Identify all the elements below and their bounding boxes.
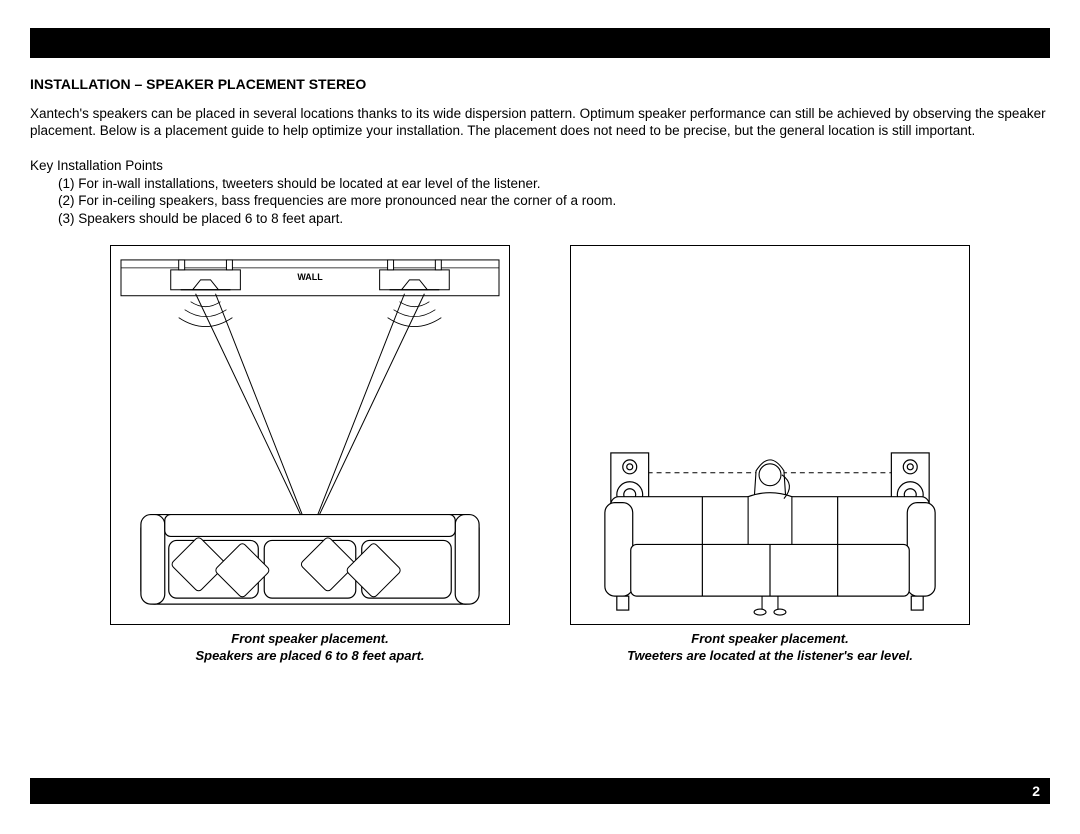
key-point-3: (3) Speakers should be placed 6 to 8 fee…	[58, 210, 1050, 228]
figure-1-caption: Front speaker placement. Speakers are pl…	[195, 631, 424, 665]
key-point-2: (2) For in-ceiling speakers, bass freque…	[58, 192, 1050, 210]
figure-2-svg	[570, 245, 970, 625]
figure-1-svg: WALL	[110, 245, 510, 625]
key-point-1: (1) For in-wall installations, tweeters …	[58, 175, 1050, 193]
page-number: 2	[1032, 783, 1040, 799]
key-points-heading: Key Installation Points	[30, 158, 1050, 173]
intro-paragraph: Xantech's speakers can be placed in seve…	[30, 106, 1050, 140]
top-bar	[30, 28, 1050, 58]
wall-label: WALL	[297, 272, 323, 282]
figures-row: WALL	[30, 245, 1050, 665]
key-points-list: (1) For in-wall installations, tweeters …	[30, 175, 1050, 228]
figure-1: WALL	[110, 245, 510, 665]
section-title: INSTALLATION – SPEAKER PLACEMENT STEREO	[30, 76, 1050, 92]
figure-2-caption: Front speaker placement. Tweeters are lo…	[627, 631, 913, 665]
manual-page: INSTALLATION – SPEAKER PLACEMENT STEREO …	[0, 0, 1080, 834]
bottom-bar: 2	[30, 778, 1050, 804]
figure-2: Front speaker placement. Tweeters are lo…	[570, 245, 970, 665]
